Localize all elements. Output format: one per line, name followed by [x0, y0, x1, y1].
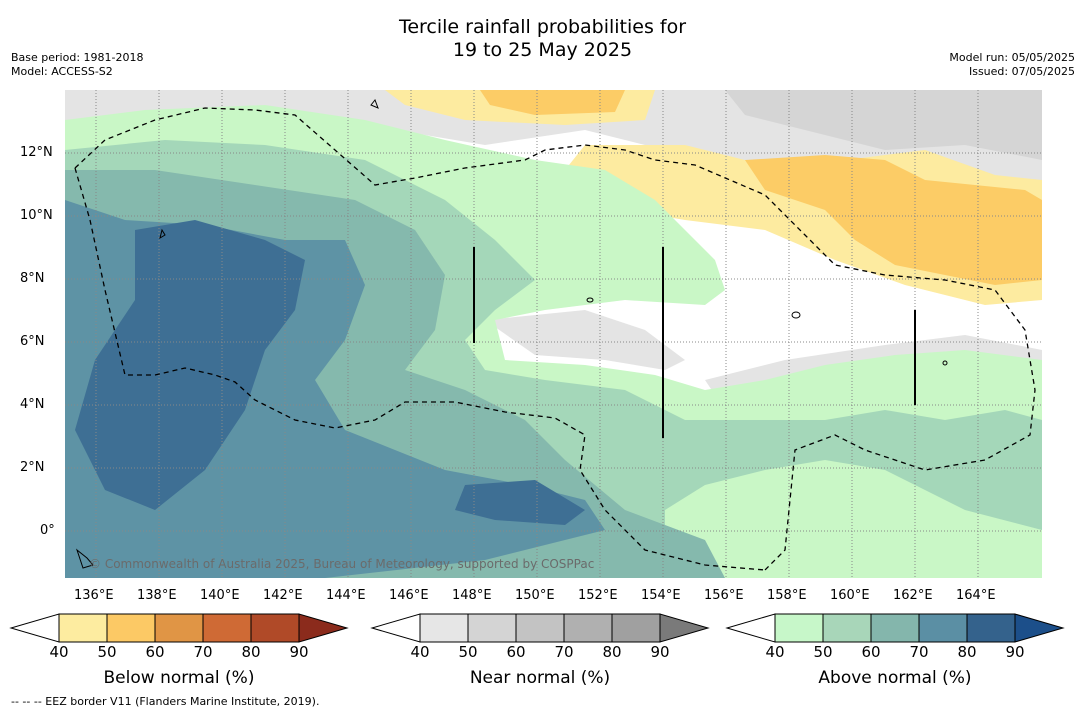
- above-normal-colorbar-tick: 70: [909, 643, 929, 661]
- map-svg: [65, 90, 1042, 578]
- longitude-label: 162°E: [893, 588, 933, 603]
- model-text: Model: ACCESS-S2: [11, 65, 113, 78]
- model-run-text: Model run: 05/05/2025: [949, 51, 1075, 64]
- above-normal-colorbar-tick: 50: [813, 643, 833, 661]
- above-normal-colorbar-tick: 90: [1005, 643, 1025, 661]
- above-normal-colorbar-segment: [918, 613, 968, 643]
- latitude-label: 0°: [40, 523, 55, 538]
- meta-right: Model run: 05/05/2025 Issued: 07/05/2025: [949, 51, 1075, 79]
- below-normal-colorbar-extend-high: [298, 613, 349, 643]
- near-normal-colorbar-segment: [419, 613, 469, 643]
- latitude-label: 2°N: [20, 460, 45, 475]
- issued-text: Issued: 07/05/2025: [968, 65, 1075, 78]
- near-normal-region-center: [485, 310, 685, 370]
- above-normal-colorbar-tick: 60: [861, 643, 881, 661]
- longitude-label: 160°E: [830, 588, 870, 603]
- longitude-label: 164°E: [956, 588, 996, 603]
- longitude-label: 140°E: [200, 588, 240, 603]
- near-normal-colorbar-label: Near normal (%): [469, 668, 611, 688]
- near-normal-colorbar-extend-high: [659, 613, 710, 643]
- meridian-markers: [473, 247, 916, 438]
- near-normal-colorbar-tick: 50: [458, 643, 478, 661]
- near-normal-colorbar-segment: [611, 613, 661, 643]
- longitude-label: 152°E: [578, 588, 618, 603]
- above-normal-colorbar: [725, 613, 1065, 643]
- meta-left: Base period: 1981-2018 Model: ACCESS-S2: [11, 51, 143, 79]
- below-normal-colorbar-tick: 70: [193, 643, 213, 661]
- near-normal-region-north-dark: [725, 90, 1042, 160]
- longitude-label: 148°E: [452, 588, 492, 603]
- footnote-text: -- -- -- EEZ border V11 (Flanders Marine…: [11, 695, 320, 708]
- below-normal-colorbar-segment: [58, 613, 108, 643]
- above-normal-colorbar-tick: 80: [957, 643, 977, 661]
- eez-borders: [74, 107, 1036, 571]
- longitude-label: 136°E: [74, 588, 114, 603]
- longitude-label: 154°E: [641, 588, 681, 603]
- below-normal-colorbar-segment: [106, 613, 156, 643]
- forecast-map[interactable]: © Commonwealth of Australia 2025, Bureau…: [65, 90, 1042, 578]
- near-normal-colorbar-segment: [563, 613, 613, 643]
- below-normal-colorbar-tick: 90: [289, 643, 309, 661]
- near-normal-colorbar-tick: 60: [506, 643, 526, 661]
- base-period-text: Base period: 1981-2018: [11, 51, 144, 64]
- latitude-label: 10°N: [20, 208, 53, 223]
- latitude-label: 6°N: [20, 334, 45, 349]
- below-normal-colorbar-segment: [202, 613, 252, 643]
- above-normal-colorbar-segment: [822, 613, 872, 643]
- longitude-label: 150°E: [515, 588, 555, 603]
- chart-title-line1: Tercile rainfall probabilities for: [398, 16, 687, 38]
- latitude-label: 4°N: [20, 397, 45, 412]
- above-normal-colorbar-extend-high: [1014, 613, 1065, 643]
- below-normal-colorbar-segment: [250, 613, 300, 643]
- below-normal-colorbar-label: Below normal (%): [103, 668, 255, 688]
- above-normal-colorbar-segment: [966, 613, 1016, 643]
- below-normal-colorbar-tick: 80: [241, 643, 261, 661]
- latitude-label: 8°N: [20, 271, 45, 286]
- below-normal-region-east-50: [745, 155, 1042, 285]
- near-normal-colorbar: [370, 613, 710, 643]
- near-normal-colorbar-tick: 90: [650, 643, 670, 661]
- near-normal-colorbar-segment: [467, 613, 517, 643]
- below-normal-colorbar-segment: [154, 613, 204, 643]
- above-normal-colorbar-tick: 40: [765, 643, 785, 661]
- above-normal-colorbar-segment: [774, 613, 824, 643]
- longitude-label: 158°E: [767, 588, 807, 603]
- below-normal-colorbar-tick: 60: [145, 643, 165, 661]
- chart-title-line2: 19 to 25 May 2025: [452, 39, 633, 61]
- longitude-label: 144°E: [326, 588, 366, 603]
- below-normal-colorbar-tick: 50: [97, 643, 117, 661]
- above-normal-colorbar-label: Above normal (%): [818, 668, 972, 688]
- graticule: [65, 90, 1042, 578]
- longitude-label: 156°E: [704, 588, 744, 603]
- above-normal-region-80-south: [455, 480, 585, 525]
- longitude-label: 146°E: [389, 588, 429, 603]
- above-normal-region-80: [75, 220, 305, 510]
- longitude-label: 138°E: [137, 588, 177, 603]
- near-normal-colorbar-segment: [515, 613, 565, 643]
- near-normal-colorbar-tick: 40: [410, 643, 430, 661]
- latitude-label: 12°N: [20, 145, 53, 160]
- longitude-label: 142°E: [263, 588, 303, 603]
- near-normal-colorbar-extend-low: [370, 613, 421, 643]
- below-normal-colorbar-tick: 40: [49, 643, 69, 661]
- near-normal-colorbar-tick: 70: [554, 643, 574, 661]
- near-normal-colorbar-tick: 80: [602, 643, 622, 661]
- below-normal-colorbar: [9, 613, 349, 643]
- above-normal-colorbar-segment: [870, 613, 920, 643]
- below-normal-region-north-50: [480, 90, 625, 115]
- copyright-text: © Commonwealth of Australia 2025, Bureau…: [89, 557, 595, 571]
- below-normal-colorbar-extend-low: [9, 613, 60, 643]
- above-normal-colorbar-extend-low: [725, 613, 776, 643]
- islands: [75, 99, 948, 569]
